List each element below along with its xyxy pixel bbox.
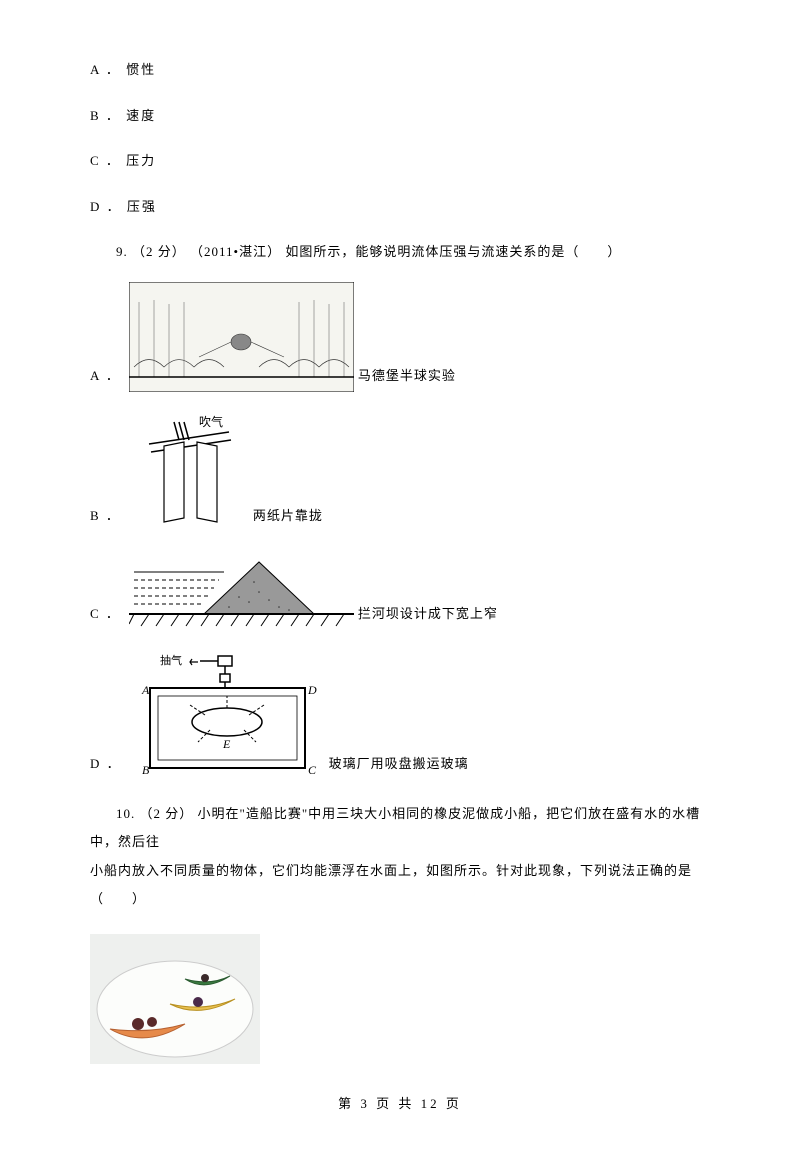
option-b-label: B ． — [90, 108, 121, 123]
dam-figure — [129, 552, 354, 630]
option-b: B ． 速度 — [90, 106, 710, 126]
label-br: C — [308, 763, 317, 777]
page-footer: 第 3 页 共 12 页 — [90, 1094, 710, 1114]
q9-d-caption: 玻璃厂用吸盘搬运玻璃 — [329, 754, 469, 780]
footer-suffix: 页 — [446, 1096, 462, 1111]
q9-d-letter: D ． — [90, 754, 122, 780]
label-bl: B — [142, 763, 150, 777]
q9-option-b: B ． 吹气 两纸片靠拢 — [90, 412, 710, 532]
q9-option-d: D ． 抽气 — [90, 650, 710, 780]
suction-figure: 抽气 — [130, 650, 325, 780]
label-mid: E — [222, 737, 231, 751]
footer-current: 3 — [360, 1096, 370, 1111]
footer-total: 12 — [421, 1096, 440, 1111]
option-d: D ． 压强 — [90, 197, 710, 217]
q9-a-letter: A ． — [90, 366, 121, 392]
footer-prefix: 第 — [338, 1096, 354, 1111]
option-a-label: A ． — [90, 62, 121, 77]
q10-line2: 小船内放入不同质量的物体，它们均能漂浮在水面上，如图所示。针对此现象，下列说法正… — [90, 857, 710, 914]
q9-number: 9. — [116, 244, 128, 259]
q9-a-caption: 马德堡半球实验 — [358, 366, 456, 392]
q9-points: （2 分） — [132, 244, 186, 259]
label-tl: A — [141, 683, 150, 697]
magdeburg-figure — [129, 282, 354, 392]
q9-b-caption: 两纸片靠拢 — [253, 506, 323, 532]
label-tr: D — [307, 683, 317, 697]
q9-source: （2011•湛江） — [190, 244, 281, 259]
q9-option-a: A ． 马德堡半球实 — [90, 282, 710, 392]
paper-figure: 吹气 — [129, 412, 249, 532]
q9-stem: 如图所示，能够说明流体压强与流速关系的是（ ） — [285, 244, 621, 259]
q10-number: 10. — [116, 806, 135, 821]
question-9: 9. （2 分） （2011•湛江） 如图所示，能够说明流体压强与流速关系的是（… — [90, 242, 710, 262]
option-d-text: 压强 — [127, 199, 157, 214]
label-top: 抽气 — [160, 653, 182, 667]
option-c-text: 压力 — [126, 153, 156, 168]
option-a-text: 惯性 — [126, 62, 156, 77]
q9-option-c: C ． — [90, 552, 710, 630]
q10-figure — [90, 934, 710, 1064]
q9-c-letter: C ． — [90, 604, 121, 630]
option-a: A ． 惯性 — [90, 60, 710, 80]
q9-c-caption: 拦河坝设计成下宽上窄 — [358, 604, 498, 630]
option-b-text: 速度 — [126, 108, 156, 123]
option-c-label: C ． — [90, 153, 121, 168]
page-container: A ． 惯性 B ． 速度 C ． 压力 D ． 压强 9. （2 分） （20… — [0, 0, 800, 1153]
option-c: C ． 压力 — [90, 151, 710, 171]
q9-b-letter: B ． — [90, 506, 121, 532]
svg-text:吹气: 吹气 — [199, 414, 223, 429]
q10-points: （2 分） — [140, 806, 194, 821]
option-d-label: D ． — [90, 199, 122, 214]
footer-mid: 页 共 — [376, 1096, 414, 1111]
question-10: 10. （2 分） 小明在"造船比赛"中用三块大小相同的橡皮泥做成小船，把它们放… — [90, 800, 710, 914]
